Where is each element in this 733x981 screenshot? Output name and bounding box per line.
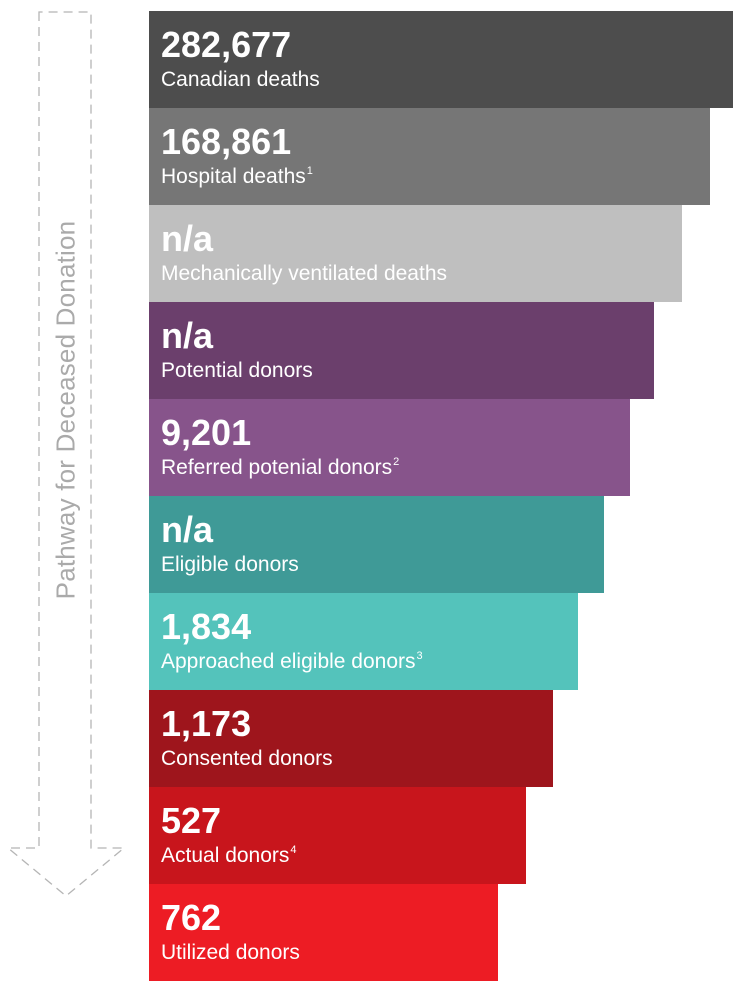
stage-bar-consented-donors: 1,173 Consented donors (149, 690, 553, 787)
footnote-marker: 2 (393, 456, 400, 468)
stage-label: Eligible donors (161, 553, 299, 576)
footnote-marker: 4 (290, 844, 297, 856)
pathway-label: Pathway for Deceased Donation (50, 220, 81, 600)
stage-label: Hospital deaths1 (161, 165, 313, 188)
stage-label: Canadian deaths (161, 68, 320, 91)
stage-bar-mechanically-ventilated-deaths: n/a Mechanically ventilated deaths (149, 205, 682, 302)
stage-value: 762 (161, 897, 222, 938)
footnote-marker: 1 (306, 165, 313, 177)
stage-bar-canadian-deaths: 282,677 Canadian deaths (149, 11, 733, 108)
stage-value: 1,173 (161, 703, 252, 744)
stage-value: 1,834 (161, 606, 252, 647)
stage-bar-actual-donors: 527 Actual donors4 (149, 787, 526, 884)
stage-value: 527 (161, 800, 222, 841)
stage-label: Mechanically ventilated deaths (161, 262, 448, 285)
stage-value: 9,201 (161, 412, 252, 453)
donation-funnel: 282,677 Canadian deaths 168,861 Hospital… (149, 11, 733, 981)
stage-label: Utilized donors (161, 941, 300, 964)
stage-bar-approached-eligible-donors: 1,834 Approached eligible donors3 (149, 593, 578, 690)
stage-value: 168,861 (161, 121, 292, 162)
pathway-arrow-icon (6, 11, 126, 897)
stage-bar-referred-potential-donors: 9,201 Referred potenial donors2 (149, 399, 630, 496)
stage-value: n/a (161, 315, 214, 356)
stage-bar-utilized-donors: 762 Utilized donors (149, 884, 498, 981)
stage-label: Approached eligible donors3 (161, 650, 423, 673)
stage-label: Potential donors (161, 359, 313, 382)
footnote-marker: 3 (416, 650, 423, 662)
stage-label: Referred potenial donors2 (161, 456, 400, 479)
stage-value: n/a (161, 509, 214, 550)
stage-label: Actual donors4 (161, 844, 297, 867)
stage-label: Consented donors (161, 747, 333, 770)
stage-bar-potential-donors: n/a Potential donors (149, 302, 654, 399)
stage-value: 282,677 (161, 24, 292, 65)
stage-bar-hospital-deaths: 168,861 Hospital deaths1 (149, 108, 710, 205)
stage-value: n/a (161, 218, 214, 259)
stage-bar-eligible-donors: n/a Eligible donors (149, 496, 604, 593)
